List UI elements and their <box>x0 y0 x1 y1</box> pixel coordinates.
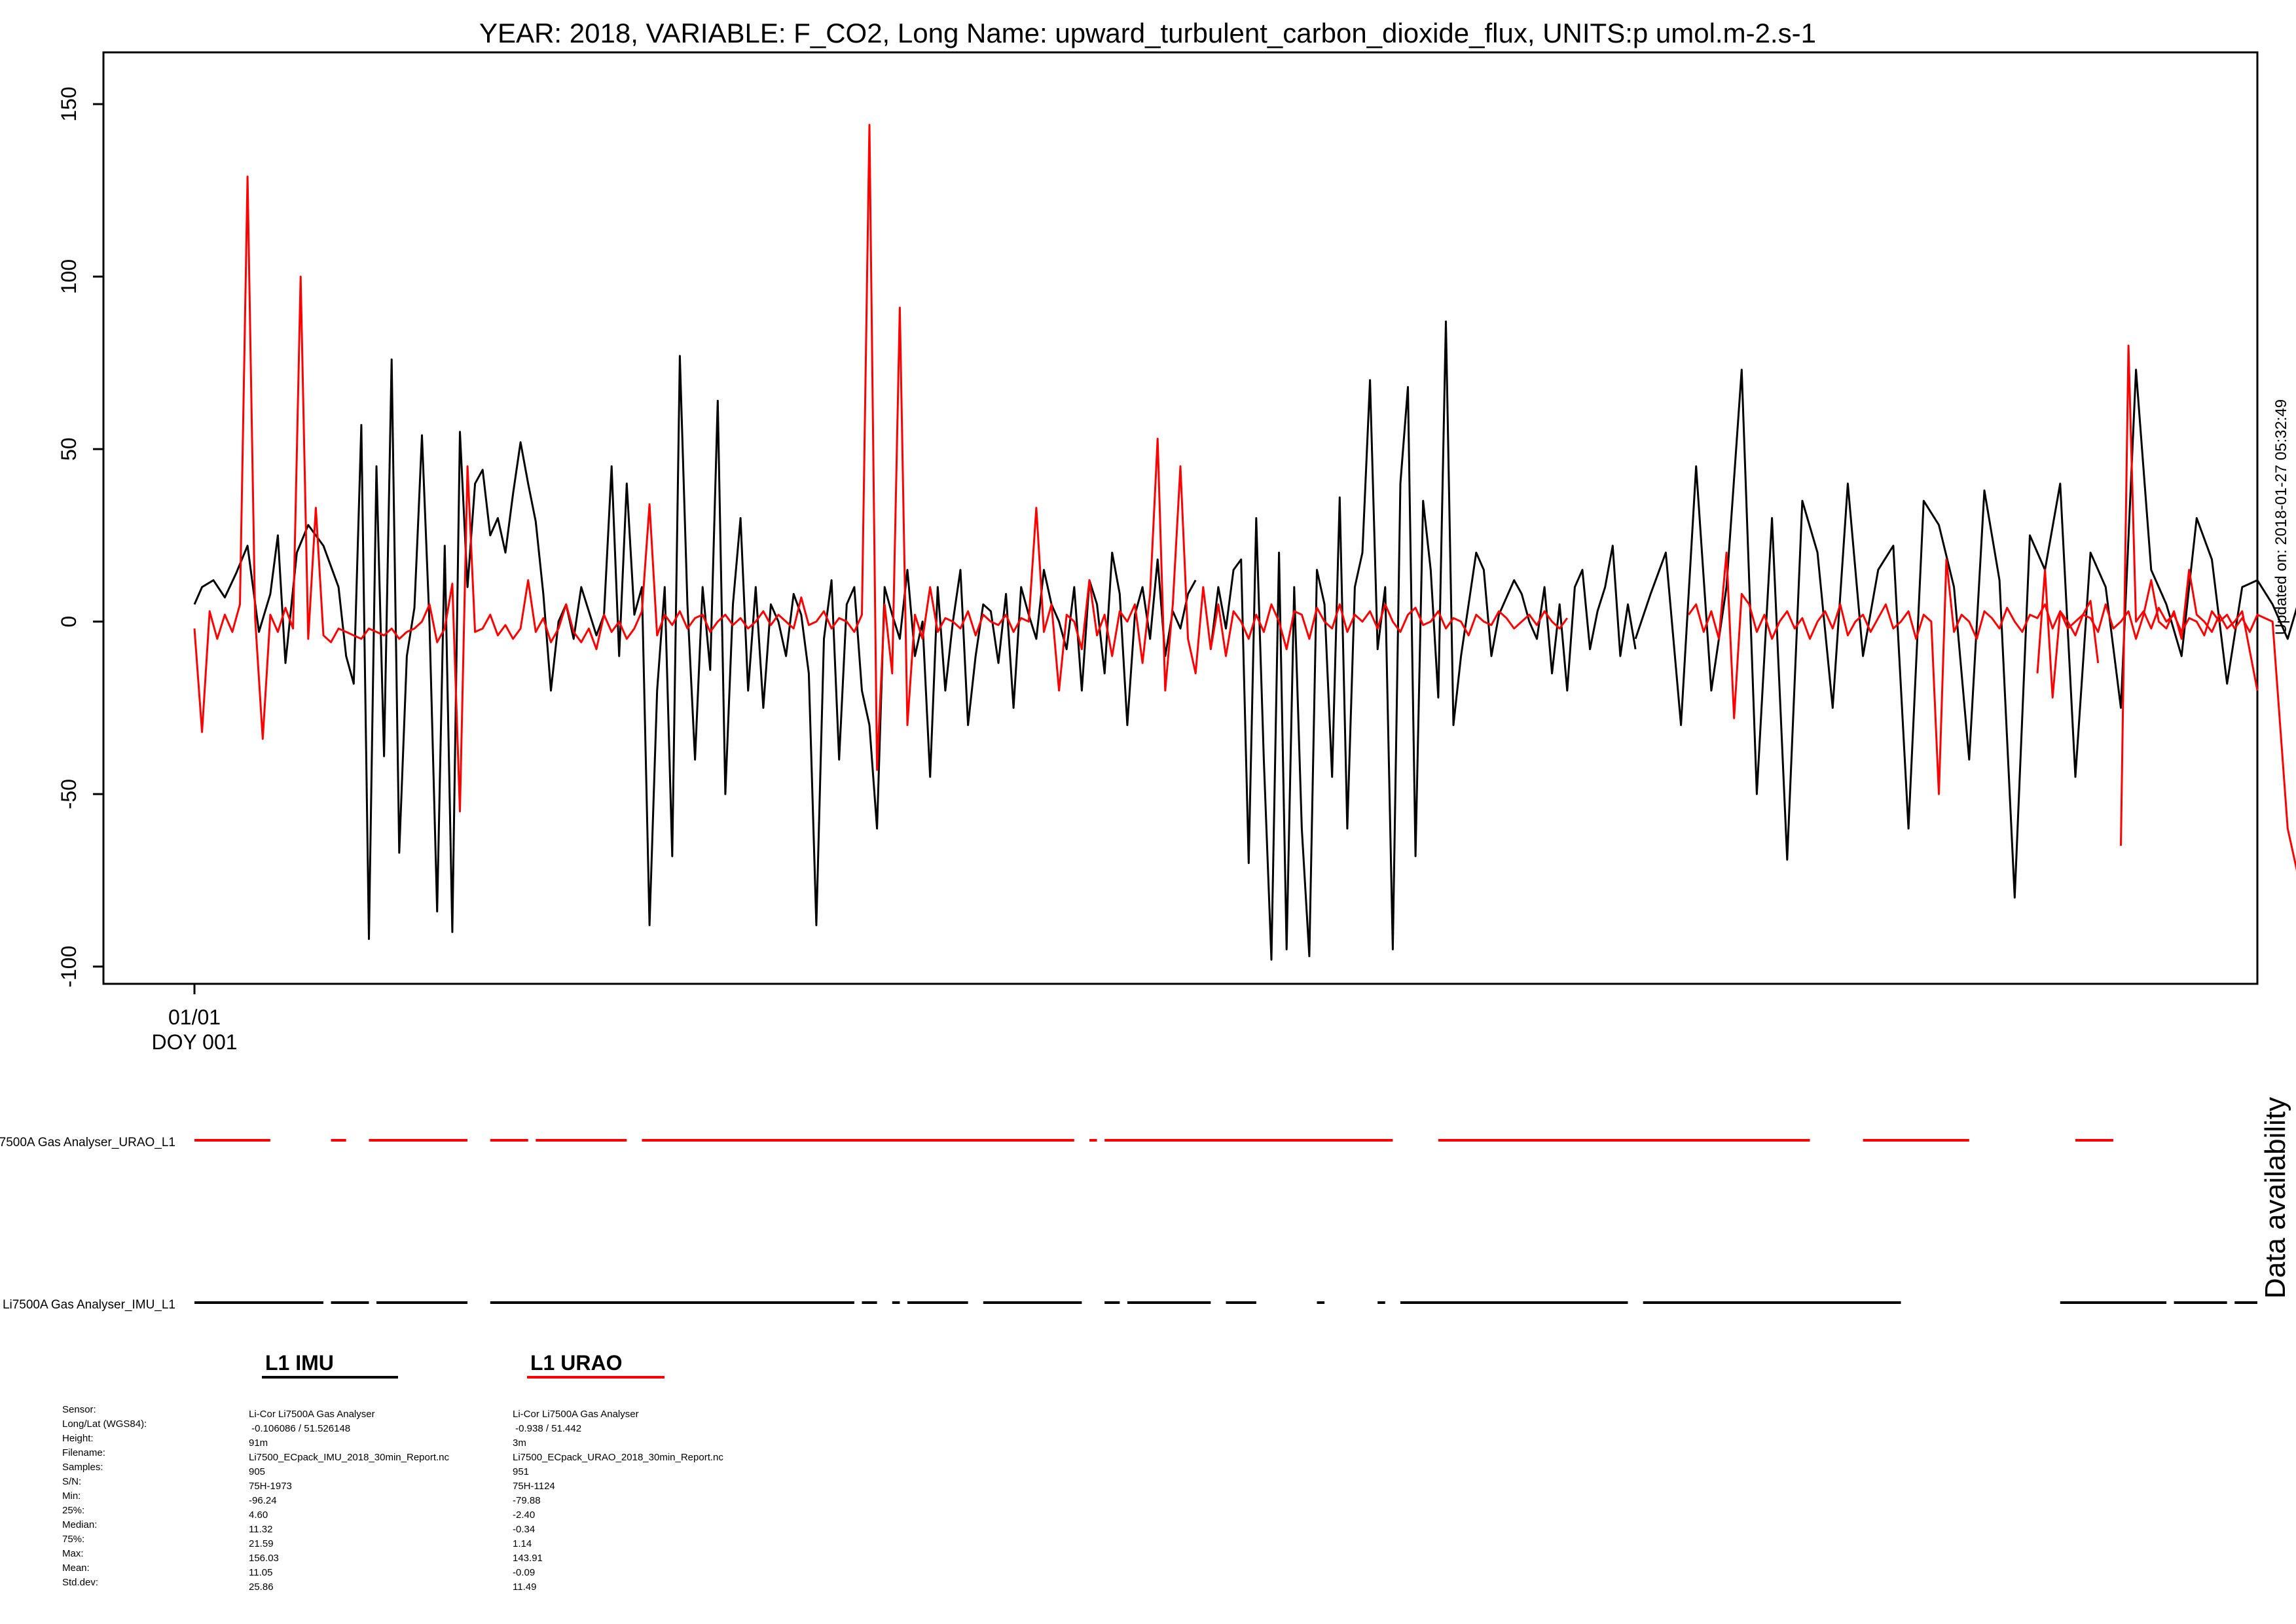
info-value: -0.106086 / 51.526148 <box>249 1423 351 1434</box>
info-label: Median: <box>62 1519 98 1530</box>
info-value: Li-Cor Li7500A Gas Analyser <box>513 1409 639 1420</box>
info-value: -2.40 <box>513 1509 536 1521</box>
info-value: 75H-1124 <box>513 1481 555 1492</box>
series-line-imu <box>1209 320 1637 961</box>
info-label: 25%: <box>62 1505 85 1516</box>
info-value: Li7500_ECpack_IMU_2018_30min_Report.nc <box>249 1452 450 1463</box>
info-value: -79.88 <box>513 1495 541 1506</box>
y-tick-label: 100 <box>57 259 81 294</box>
legend-label: L1 IMU <box>265 1351 334 1375</box>
info-value: 11.05 <box>249 1567 273 1578</box>
series-line-imu <box>193 355 1197 940</box>
info-label: Long/Lat (WGS84): <box>62 1418 147 1430</box>
info-value: 156.03 <box>249 1553 279 1564</box>
availability-row-label: Li-Cor Li7500A Gas Analyser_URAO_L1 <box>0 1136 175 1149</box>
info-field-labels: Sensor: Long/Lat (WGS84): Height: Filename:… <box>62 1403 147 1590</box>
info-label: Filename: <box>62 1447 105 1458</box>
info-label: Max: <box>62 1548 84 1559</box>
info-label: Mean: <box>62 1562 90 1574</box>
series-line-urao <box>2120 344 2296 871</box>
info-value: 21.59 <box>249 1538 274 1549</box>
info-value: -0.09 <box>513 1567 536 1578</box>
info-value: 11.32 <box>249 1524 273 1535</box>
x-tick-label: 01/01 <box>168 1005 221 1029</box>
info-label: Min: <box>62 1490 81 1502</box>
series-line-urao <box>2036 569 2100 699</box>
series-layer <box>193 124 2296 961</box>
info-label: Sensor: <box>62 1404 96 1415</box>
info-value: 75H-1973 <box>249 1481 292 1492</box>
info-label: 75%: <box>62 1534 85 1545</box>
info-value: 951 <box>513 1466 530 1477</box>
info-label: Samples: <box>62 1462 103 1473</box>
y-tick-label: -100 <box>57 946 81 988</box>
info-value: -0.34 <box>513 1524 536 1535</box>
x-tick-label-doy: DOY 001 <box>151 1030 237 1054</box>
legend-label: L1 URAO <box>530 1351 622 1375</box>
series-line-urao <box>1687 551 2259 795</box>
info-value: -0.938 / 51.442 <box>513 1423 582 1434</box>
info-value: 143.91 <box>513 1553 543 1564</box>
y-tick-label: -50 <box>57 779 81 809</box>
y-tick-label: 0 <box>57 616 81 628</box>
info-value: 4.60 <box>249 1509 268 1521</box>
updated-label: Updated on: 2018-01-27 05:32:49 <box>2272 399 2290 635</box>
series-line-urao <box>193 124 1569 812</box>
info-label: S/N: <box>62 1476 82 1487</box>
info-label: Height: <box>62 1433 94 1444</box>
legend: L1 IMU L1 URAO <box>262 1351 665 1379</box>
info-value: 91m <box>249 1437 268 1449</box>
info-value: 3m <box>513 1437 526 1449</box>
info-value: Li7500_ECpack_URAO_2018_30min_Report.nc <box>513 1452 723 1463</box>
info-urao-values: Li-Cor Li7500A Gas Analyser -0.938 / 51.… <box>513 1407 723 1595</box>
series-line-imu <box>1634 369 2296 899</box>
availability-title: Data availability <box>2259 1097 2291 1299</box>
info-value: 11.49 <box>513 1581 537 1593</box>
info-imu-values: Li-Cor Li7500A Gas Analyser -0.106086 / … <box>249 1407 449 1595</box>
y-axis: -100 -50 0 50 100 150 <box>57 86 103 988</box>
y-tick-label: 150 <box>57 86 81 121</box>
info-value: 25.86 <box>249 1581 274 1593</box>
plot-frame <box>102 51 2259 985</box>
info-value: Li-Cor Li7500A Gas Analyser <box>249 1409 375 1420</box>
info-value: 905 <box>249 1466 266 1477</box>
info-label: Std.dev: <box>62 1577 99 1588</box>
info-value: 1.14 <box>513 1538 532 1549</box>
availability-row-label: Li-Cor Li7500A Gas Analyser_IMU_L1 <box>0 1298 175 1312</box>
info-value: -96.24 <box>249 1495 277 1506</box>
y-tick-label: 50 <box>57 437 81 461</box>
data-availability-panel: Li-Cor Li7500A Gas Analyser_URAO_L1 Li-Co… <box>0 1136 2257 1312</box>
chart-title: YEAR: 2018, VARIABLE: F_CO2, Long Name: … <box>479 18 1816 48</box>
